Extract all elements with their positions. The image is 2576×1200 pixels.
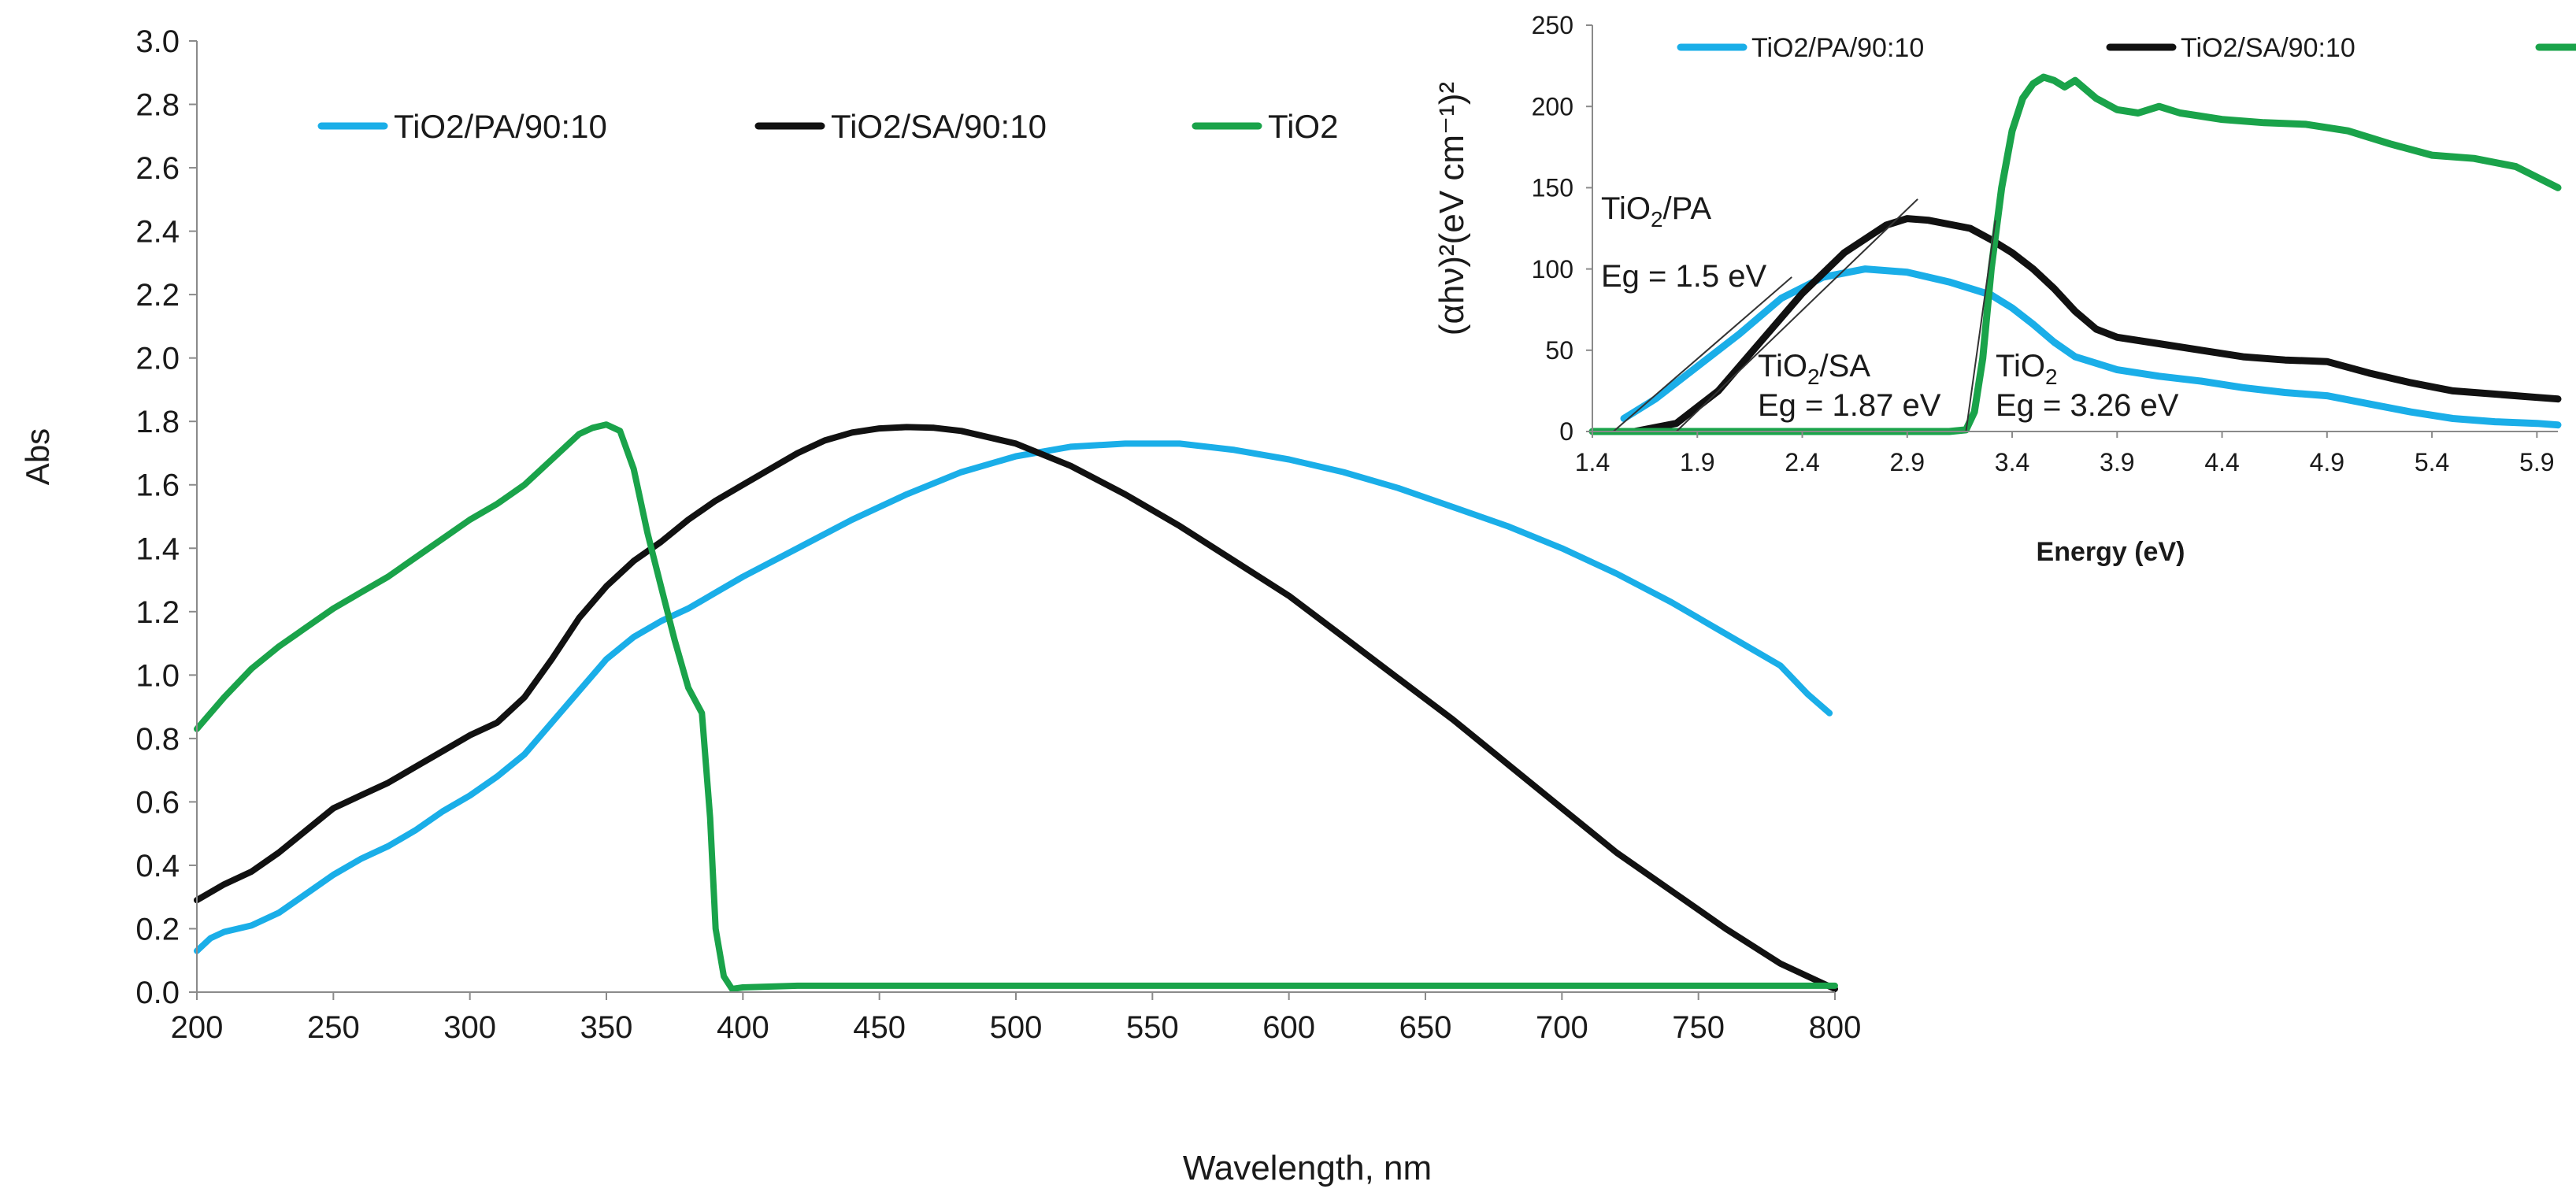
inset-x-tick-label: 1.9: [1680, 448, 1714, 476]
main-absorbance-chart: 0.0 0.2 0.4 0.6 0.8 1.0 1.2 1.4 1.6 1.8 2.0 2.2 2.4 2…: [19, 24, 1861, 1187]
main-legend-label: TiO2: [1268, 108, 1338, 145]
inset-x-tick-label: 2.9: [1890, 448, 1925, 476]
main-legend-label: TiO2/PA/90:10: [394, 108, 607, 145]
inset-series-line-2: [1588, 73, 2562, 435]
inset-y-tick-label: 0: [1559, 417, 1573, 446]
main-y-tick-label: 2.0: [135, 342, 180, 376]
main-x-axis-label: Wavelength, nm: [1183, 1149, 1432, 1187]
main-y-tick-label: 2.8: [135, 88, 180, 123]
main-y-tick-label: 0.4: [135, 849, 180, 883]
inset-x-tick-label: 4.9: [2310, 448, 2344, 476]
main-x-tick-label: 300: [443, 1010, 496, 1045]
main-axes: 0.0 0.2 0.4 0.6 0.8 1.0 1.2 1.4 1.6 1.8 2.0 2.2 2.4 2…: [135, 24, 1861, 1045]
main-y-tick-label: 2.2: [135, 278, 180, 313]
main-y-tick-label: 0.6: [135, 785, 180, 820]
inset-y-tick-label: 150: [1532, 174, 1573, 202]
inset-x-tick-label: 3.4: [1995, 448, 2029, 476]
main-x-tick-label: 700: [1536, 1010, 1588, 1045]
inset-annotation-value: Eg = 1.5 eV: [1601, 259, 1766, 294]
inset-annotation-label: TiO2/PA: [1601, 191, 1711, 231]
main-y-tick-label: 1.2: [135, 595, 180, 630]
main-series-group: [194, 421, 1838, 992]
inset-series-line-1: [1630, 215, 2562, 435]
inset-x-tick-label: 1.4: [1575, 448, 1610, 476]
main-x-tick-label: 400: [717, 1010, 769, 1045]
main-x-tick-label: 200: [171, 1010, 224, 1045]
main-legend-label: TiO2/SA/90:10: [831, 108, 1047, 145]
main-y-tick-label: 0.8: [135, 722, 180, 757]
main-y-tick-label: 0.2: [135, 912, 180, 946]
main-y-tick-label: 1.0: [135, 658, 180, 693]
main-y-tick-label: 2.6: [135, 151, 180, 186]
main-legend: TiO2/PA/90:10 TiO2/SA/90:10 TiO2: [317, 108, 1338, 145]
main-x-tick-label: 450: [853, 1010, 906, 1045]
main-y-tick-label: 1.6: [135, 469, 180, 503]
inset-annotation-label: TiO2: [1996, 349, 2058, 389]
inset-tangent-line: [1675, 198, 1918, 432]
main-x-tick-label: 250: [307, 1010, 360, 1045]
inset-annotation-value: Eg = 1.87 eV: [1758, 388, 1941, 423]
main-x-tick-label: 800: [1809, 1010, 1862, 1045]
main-y-axis-label: Abs: [19, 428, 56, 485]
main-x-tick-label: 600: [1262, 1010, 1315, 1045]
main-y-tick-label: 1.4: [135, 531, 180, 566]
inset-x-tick-label: 4.4: [2204, 448, 2239, 476]
inset-y-axis-label: (αhν)²(eV cm⁻¹)²: [1433, 82, 1471, 335]
main-x-tick-label: 750: [1672, 1010, 1725, 1045]
main-series-line-2: [194, 421, 1838, 992]
main-x-tick-label: 350: [580, 1010, 633, 1045]
inset-tangent-line: [1612, 276, 1792, 432]
main-series-line-0: [194, 440, 1833, 954]
main-y-tick-label: 2.4: [135, 215, 180, 250]
main-y-tick-label: 0.0: [135, 976, 180, 1010]
inset-tauc-chart: 0 50 100 150 200 250 1.4 1.9 2.4 2.9 3.4 3.9 4.4 4.9 5…: [1433, 11, 2576, 567]
inset-tangent-lines: [1612, 198, 1996, 432]
inset-legend-label: TiO2/SA/90:10: [2181, 33, 2355, 63]
main-y-tick-label: 3.0: [135, 24, 180, 59]
main-x-tick-label: 550: [1126, 1010, 1179, 1045]
inset-annotation-value: Eg = 3.26 eV: [1996, 388, 2179, 423]
inset-annotation-label: TiO2/SA: [1758, 349, 1870, 389]
inset-y-tick-label: 100: [1532, 255, 1573, 283]
main-x-tick-label: 500: [990, 1010, 1043, 1045]
inset-x-tick-label: 2.4: [1785, 448, 1819, 476]
inset-x-tick-label: 5.9: [2519, 448, 2554, 476]
inset-series-group: [1588, 73, 2562, 435]
inset-x-axis-label: Energy (eV): [2037, 537, 2185, 567]
inset-y-tick-label: 200: [1532, 92, 1573, 120]
main-y-tick-label: 1.8: [135, 405, 180, 439]
inset-y-tick-label: 50: [1545, 336, 1573, 365]
inset-tangent-line: [1965, 220, 1996, 432]
inset-y-tick-label: 250: [1532, 11, 1573, 39]
inset-axes: 0 50 100 150 200 250 1.4 1.9 2.4 2.9 3.4 3.9 4.4 4.9 5…: [1532, 11, 2558, 476]
main-x-tick-label: 650: [1399, 1010, 1452, 1045]
inset-series-line-0: [1620, 265, 2562, 429]
main-series-line-1: [194, 424, 1838, 992]
inset-x-tick-label: 5.4: [2415, 448, 2449, 476]
inset-legend-label: TiO2/PA/90:10: [1751, 33, 1924, 63]
inset-x-tick-label: 3.9: [2100, 448, 2134, 476]
